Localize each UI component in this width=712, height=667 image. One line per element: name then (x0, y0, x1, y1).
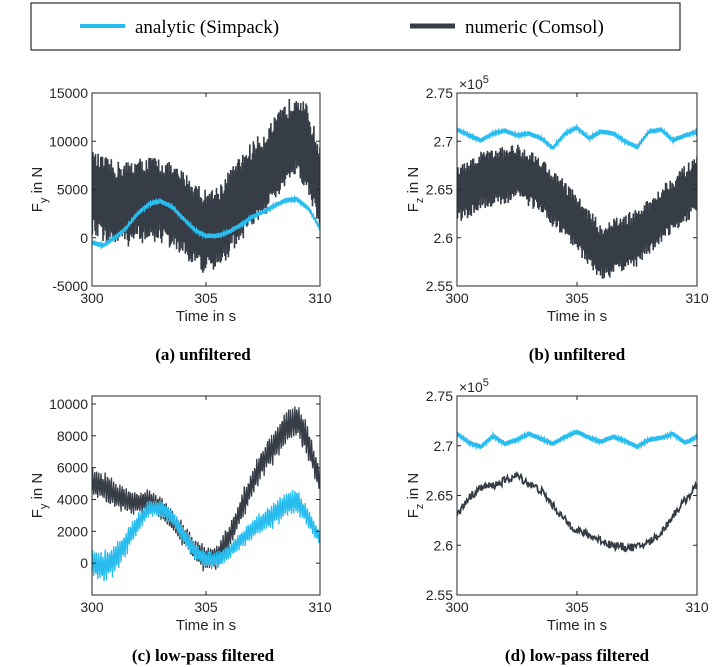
x-axis-label: Time in s (176, 617, 236, 634)
legend: analytic (Simpack) numeric (Comsol) (30, 2, 681, 51)
chart-caption: (a) unfiltered (155, 345, 251, 364)
y-tick-label: 6000 (57, 460, 88, 476)
series-line-numeric (457, 144, 697, 279)
y-tick-label: 10000 (49, 133, 88, 149)
x-tick-label: 300 (80, 290, 104, 306)
chart-panel-2: 300 305 310 2.55 2.6 2.65 2.7 2.75 ×105 Time in s… (405, 74, 709, 364)
y-tick-label: 2.7 (434, 133, 454, 149)
y-tick-label: 2.55 (426, 587, 453, 603)
plot-lines (92, 98, 320, 273)
y-axis-label: Fz in N (405, 167, 426, 213)
y-tick-label: -5000 (52, 278, 88, 294)
y-axis-label: Fy in N (29, 167, 50, 213)
y-tick-label: 2.6 (434, 537, 454, 553)
plot-lines (457, 123, 697, 279)
legend-box (30, 2, 681, 51)
y-axis-label: Fz in N (405, 473, 426, 519)
y-tick-label: 15000 (49, 85, 88, 101)
plot-lines (92, 406, 320, 582)
x-tick-label: 305 (194, 599, 218, 615)
series-line-numeric (92, 98, 320, 273)
x-tick-label: 310 (685, 290, 709, 306)
plot-area (457, 396, 697, 595)
y-tick-label: 2.75 (426, 388, 453, 404)
chart-panel-1: 300 305 310 -5000 0 5000 10000 15000 Time in s Fy… (29, 85, 332, 364)
series-line-analytic (457, 123, 697, 150)
x-tick-label: 310 (308, 290, 332, 306)
y-tick-label: 5000 (57, 182, 88, 198)
x-tick-label: 300 (445, 290, 469, 306)
series-line-analytic (92, 489, 320, 582)
series-line-numeric (92, 406, 320, 572)
y-axis-label: Fy in N (29, 473, 50, 519)
series-line-analytic (457, 429, 697, 451)
x-tick-label: 310 (308, 599, 332, 615)
x-axis-label: Time in s (176, 308, 236, 325)
y-tick-label: 10000 (49, 396, 88, 412)
chart-panel-3: 300 305 310 0 2000 4000 6000 8000 10000 Time in s… (29, 395, 332, 665)
x-tick-label: 300 (80, 599, 104, 615)
chart-caption: (d) low-pass filtered (505, 646, 650, 665)
x-tick-label: 305 (194, 290, 218, 306)
chart-caption: (b) unfiltered (529, 345, 626, 364)
chart-caption: (c) low-pass filtered (132, 646, 275, 665)
y-tick-label: 0 (80, 230, 88, 246)
y-tick-label: 8000 (57, 428, 88, 444)
y-axis-exponent: ×105 (459, 377, 489, 395)
chart-panel-4: 300 305 310 2.55 2.6 2.65 2.7 2.75 ×105 Time in s… (405, 377, 709, 665)
y-tick-label: 2.65 (426, 488, 453, 504)
legend-label-numeric: numeric (Comsol) (465, 17, 604, 38)
y-tick-label: 2.55 (426, 278, 453, 294)
plot-lines (457, 429, 697, 553)
x-tick-label: 310 (685, 599, 709, 615)
y-tick-label: 4000 (57, 491, 88, 507)
legend-label-analytic: analytic (Simpack) (135, 17, 279, 38)
series-line-analytic (92, 194, 320, 250)
x-axis-label: Time in s (547, 308, 607, 325)
y-tick-label: 0 (80, 555, 88, 571)
y-axis-exponent: ×105 (459, 74, 489, 92)
x-tick-label: 300 (445, 599, 469, 615)
y-tick-label: 2.6 (434, 230, 454, 246)
x-tick-label: 305 (565, 599, 589, 615)
y-tick-label: 2000 (57, 523, 88, 539)
series-line-numeric (457, 471, 697, 553)
x-tick-label: 305 (565, 290, 589, 306)
x-axis-label: Time in s (547, 617, 607, 634)
y-tick-label: 2.75 (426, 85, 453, 101)
y-tick-label: 2.65 (426, 182, 453, 198)
y-tick-label: 2.7 (434, 438, 454, 454)
